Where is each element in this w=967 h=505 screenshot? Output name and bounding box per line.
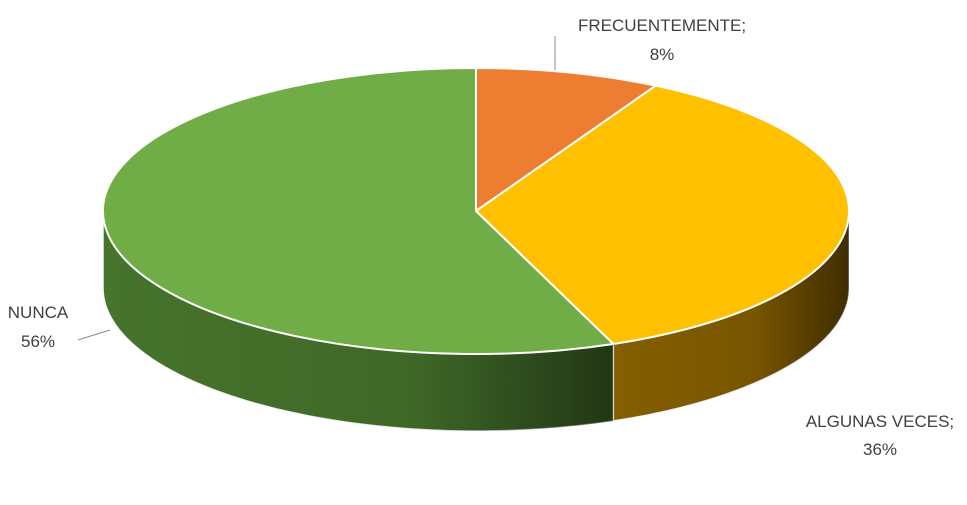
pie-labels: FRECUENTEMENTE; 8% ALGUNAS VECES; 36% NUNCA 5… [8,16,954,459]
data-label-category-frecuentemente: FRECUENTEMENTE; [578,16,746,35]
data-label-value-nunca: 56% [21,332,55,351]
pie-slice-frecuentemente [475,67,657,212]
data-label-category-algunas-veces: ALGUNAS VECES; [806,412,954,431]
data-label-category-nunca: NUNCA [8,303,69,322]
data-label-value-algunas-veces: 36% [863,440,897,459]
leader-line-nunca [77,329,111,341]
pie-slice-algunas-veces [475,84,850,345]
pie-side-shading-nunca [103,211,614,431]
data-label-value-frecuentemente: 8% [650,45,675,64]
pie-slice-nunca [102,67,615,355]
pie-tops [102,67,850,355]
